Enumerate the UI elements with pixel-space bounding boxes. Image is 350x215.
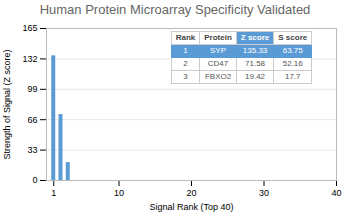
html-text:Protein: Protein [204,33,232,42]
html-text:71.58: 71.58 [245,59,266,68]
svg-text:0: 0 [32,175,37,185]
svg-text:Strength of Signal (Z score): Strength of Signal (Z score) [2,49,12,159]
html-text:FBXO2: FBXO2 [204,72,232,81]
svg-text:40: 40 [331,188,341,198]
html-text:Human Protein Microarray Speci: Human Protein Microarray Specificity Val… [39,2,311,17]
html-text:135.33: 135.33 [242,46,268,55]
html-text:63.75: 63.75 [282,46,303,55]
svg-text:10: 10 [114,188,124,198]
html-text:CD47: CD47 [207,59,229,68]
html-text:S score: S score [278,33,308,42]
html-text:52.16: 52.16 [282,59,303,68]
svg-text:99: 99 [27,84,37,94]
svg-text:66: 66 [27,115,37,125]
svg-text:30: 30 [259,188,269,198]
html-text:17.7: 17.7 [284,72,301,81]
html-text:19.42: 19.42 [245,72,266,81]
svg-text:33: 33 [27,145,37,155]
html-text:Rank: Rank [175,33,196,42]
svg-text:20: 20 [186,188,196,198]
html-text:3: 3 [183,72,188,81]
html-text:1: 1 [183,46,188,55]
svg-text:132: 132 [22,54,37,64]
svg-text:Signal Rank (Top 40): Signal Rank (Top 40) [149,202,233,212]
html-text:2: 2 [183,59,188,68]
html-text:SYP: SYP [210,46,226,55]
html-text:Z score: Z score [240,33,270,42]
svg-text:165: 165 [22,23,37,33]
svg-text:1: 1 [51,188,56,198]
